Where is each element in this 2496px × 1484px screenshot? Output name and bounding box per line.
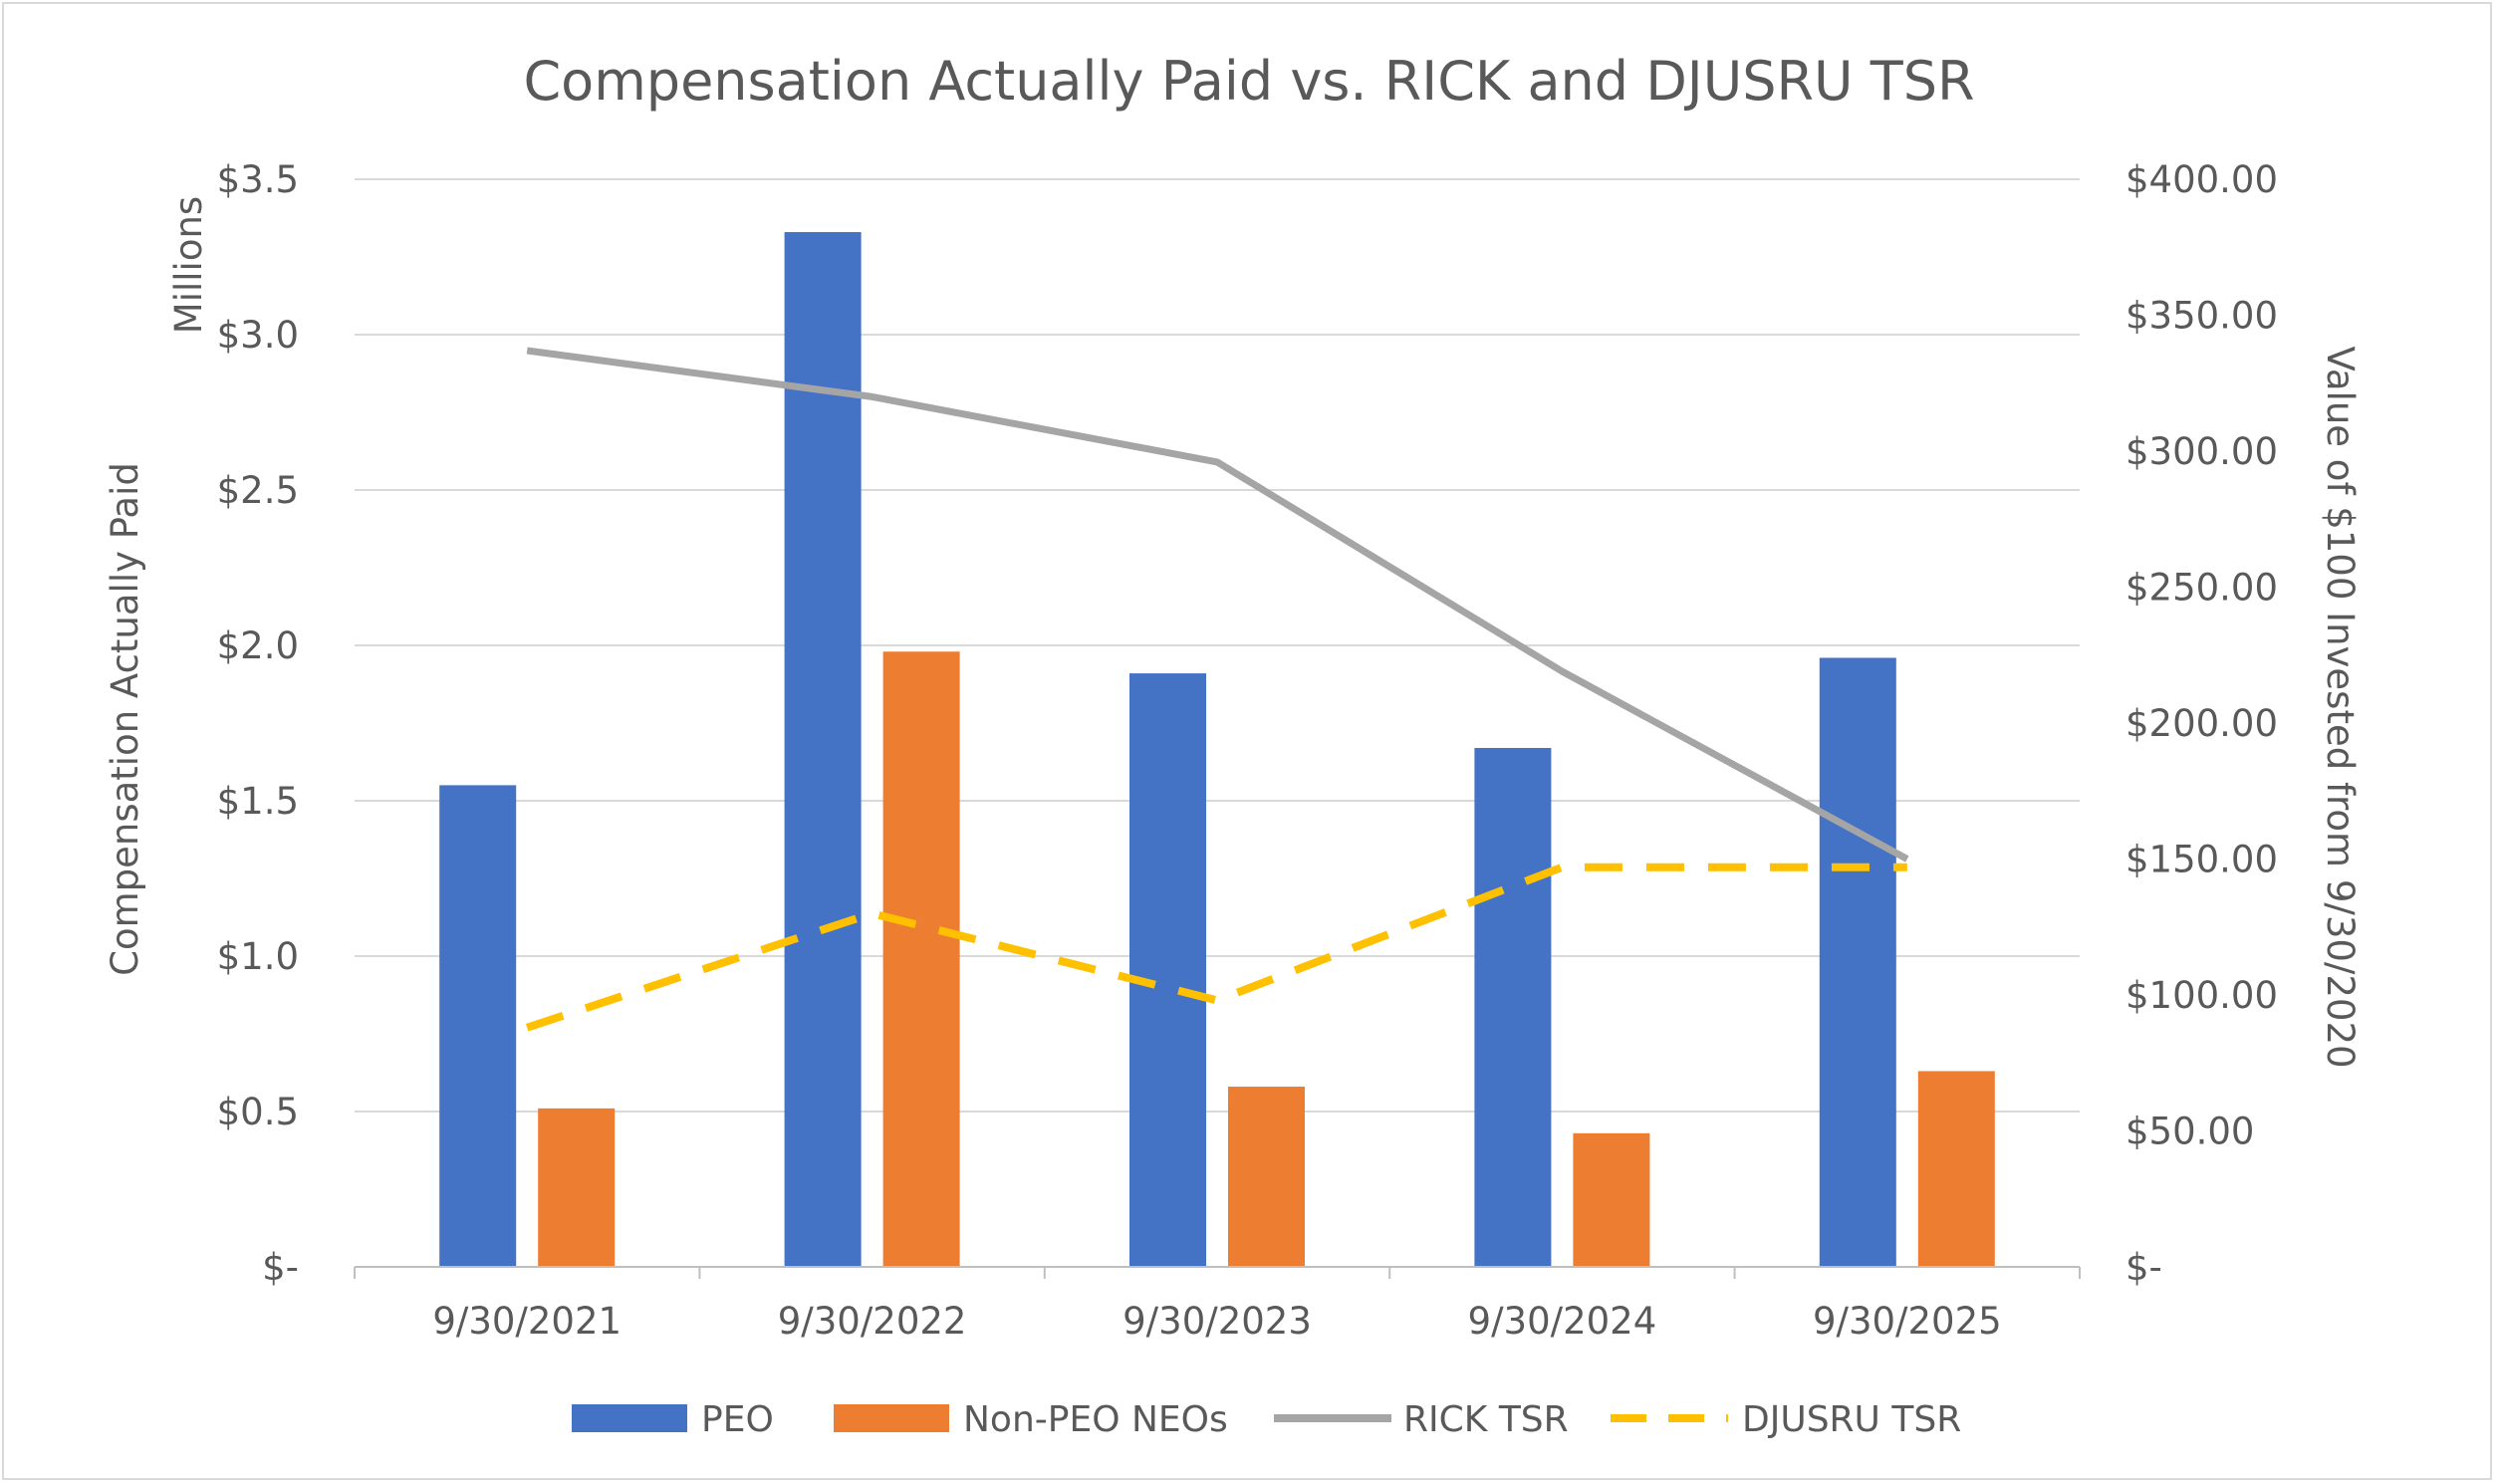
y-tick-label: $2.0 [217,624,299,667]
bar-peo [439,785,517,1267]
y2-tick-label: $250.00 [2125,567,2278,610]
x-tick-label: 9/30/2022 [778,1300,967,1343]
x-tick-label: 9/30/2024 [1468,1300,1657,1343]
y2-tick-label: $50.00 [2125,1111,2254,1153]
y-tick-label: $3.0 [217,314,299,357]
legend-swatch-non-peo-neos [834,1404,949,1432]
x-tick-label: 9/30/2023 [1123,1300,1312,1343]
y-tick-label: $3.5 [217,158,299,201]
line-djusru-tsr [525,863,1907,1032]
bar-non-peo-neos [1228,1087,1305,1267]
bar-non-peo-neos [538,1108,616,1267]
chart-title: Compensation Actually Paid vs. RICK and … [523,50,1974,113]
y-axis-label: Compensation Actually Paid [104,462,146,976]
y2-tick-label: $200.00 [2125,702,2278,745]
y-tick-label: $1.0 [217,935,299,978]
bar-non-peo-neos [1917,1071,1995,1267]
line-rick-tsr [526,347,1909,863]
bar-peo [1474,747,1552,1267]
y2-tick-label: $- [2125,1246,2162,1289]
bar-peo [1819,657,1896,1267]
legend-label-non-peo-neos: Non-PEO NEOs [963,1399,1228,1440]
legend-swatch-peo [572,1404,687,1432]
y-tick-label: $2.5 [217,469,299,512]
bar-non-peo-neos [882,651,960,1267]
y2-tick-label: $350.00 [2125,295,2278,338]
legend-label-rick-tsr: RICK TSR [1403,1399,1569,1440]
legend-label-djusru-tsr: DJUSRU TSR [1742,1399,1961,1440]
y2-tick-label: $400.00 [2125,158,2278,201]
y2-tick-label: $300.00 [2125,430,2278,473]
y-tick-label: $1.5 [217,780,299,823]
y2-axis-label: Value of $100 Invested from 9/30/2020 [2319,346,2362,1068]
bar-peo [1129,673,1206,1267]
bar-non-peo-neos [1573,1132,1650,1267]
bar-peo [784,232,862,1267]
y2-tick-label: $150.00 [2125,839,2278,881]
legend-label-peo: PEO [701,1399,774,1440]
y-tick-label: $0.5 [217,1091,299,1133]
y-tick-label: $- [262,1246,299,1289]
chart-svg: Compensation Actually Paid vs. RICK and … [104,50,2362,1440]
x-tick-label: 9/30/2021 [432,1300,622,1343]
y2-tick-label: $100.00 [2125,974,2278,1017]
x-tick-label: 9/30/2025 [1813,1300,2002,1343]
y-axis-units-label: Millions [167,196,210,334]
